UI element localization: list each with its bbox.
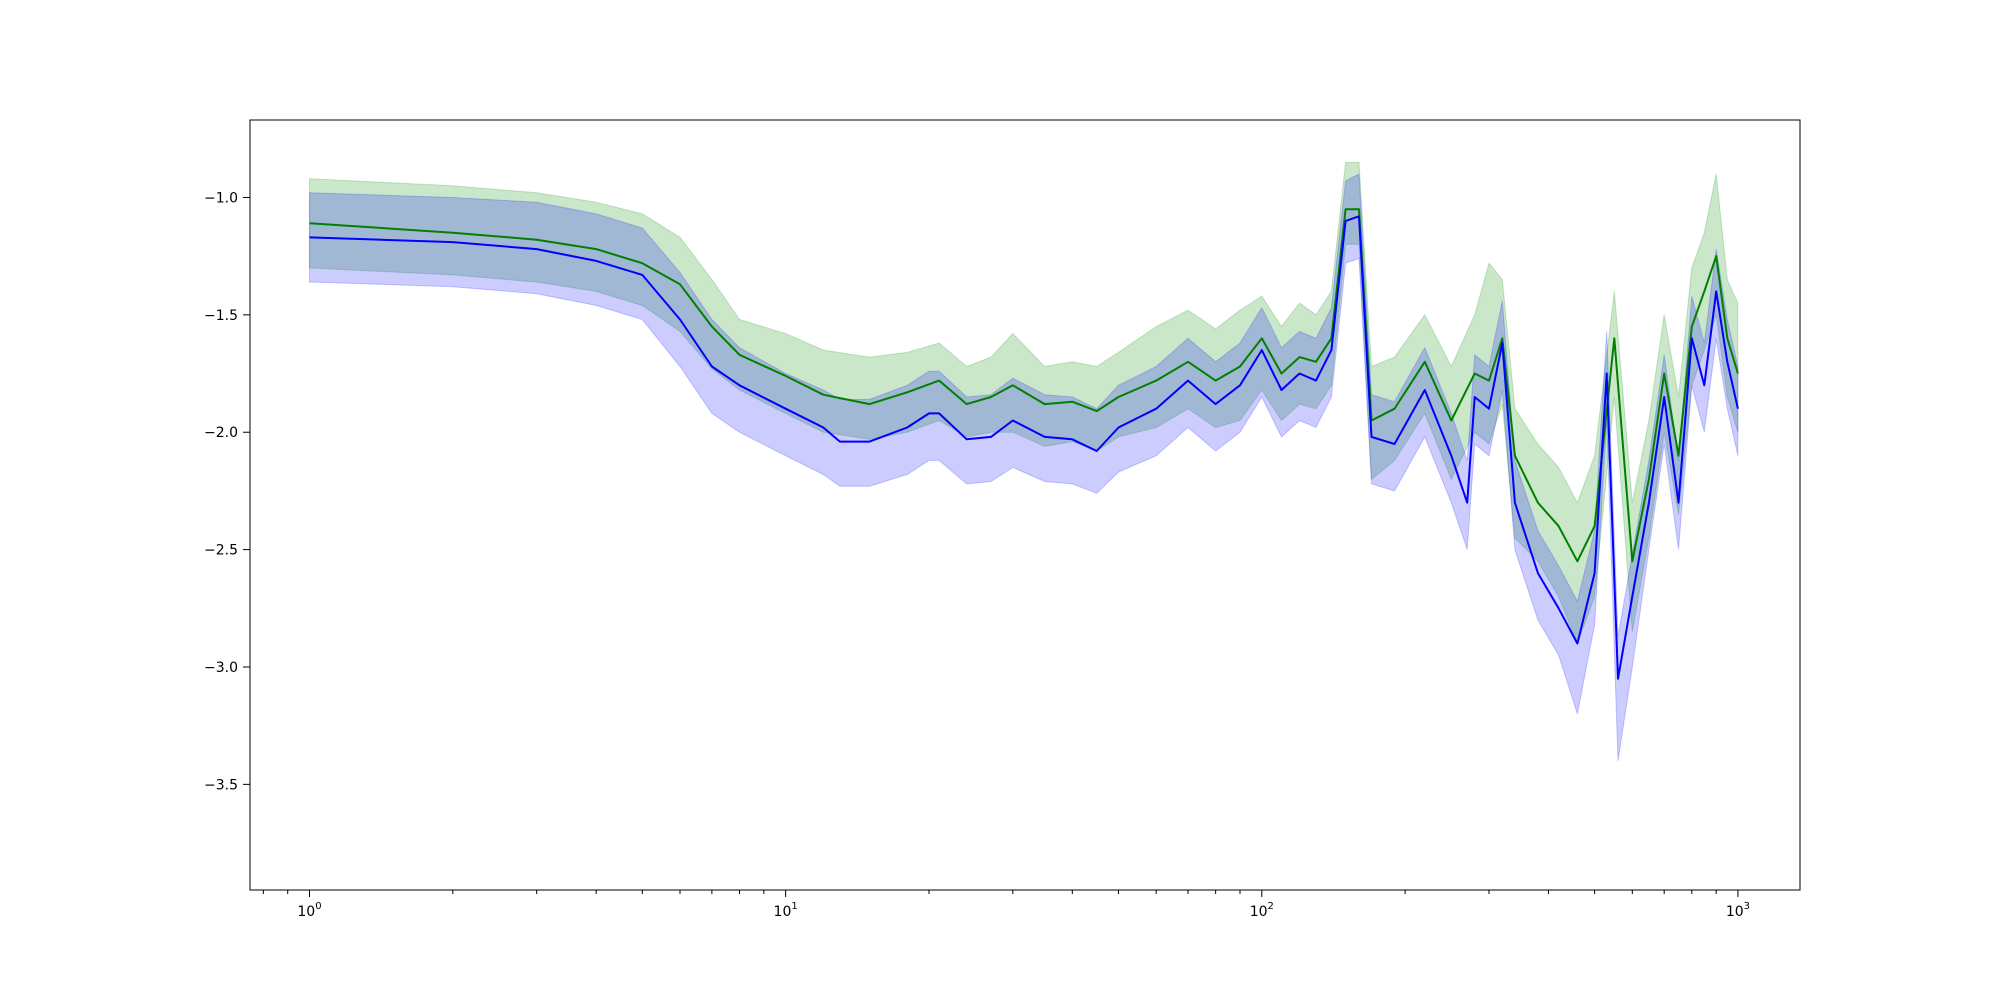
x-tick-label: 103	[1726, 901, 1750, 920]
x-axis: 100 101 102 103	[262, 890, 1750, 920]
series-0-band	[309, 161, 1739, 645]
x-tick-base: 10	[774, 904, 792, 920]
x-tick-base: 10	[1250, 904, 1268, 920]
x-tick-label: 100	[297, 901, 321, 920]
series-1-line	[309, 215, 1739, 680]
y-tick-label: −1.5	[204, 308, 238, 324]
x-tick-exponent: 3	[1744, 901, 1750, 912]
y-tick-label: −1.0	[204, 190, 238, 206]
x-tick-exponent: 2	[1268, 901, 1274, 912]
y-tick-label: −2.5	[204, 543, 238, 559]
series-1-band	[309, 173, 1739, 761]
x-tick-label: 102	[1250, 901, 1274, 920]
x-tick-base: 10	[1726, 904, 1744, 920]
confidence-bands	[309, 161, 1739, 761]
x-tick-label: 101	[774, 901, 798, 920]
series-lines	[309, 208, 1739, 680]
x-tick-exponent: 0	[315, 901, 321, 912]
x-tick-base: 10	[297, 904, 315, 920]
y-tick-label: −3.5	[204, 777, 238, 793]
y-tick-label: −2.0	[204, 425, 238, 441]
axes-background	[250, 120, 1800, 890]
y-tick-label: −3.0	[204, 660, 238, 676]
axes-frame	[249, 119, 1801, 891]
series-0-line	[309, 208, 1739, 563]
plot-area	[250, 120, 1800, 890]
x-tick-exponent: 1	[791, 901, 797, 912]
y-axis: −1.0 −1.5 −2.0 −2.5 −3.0 −3.5	[204, 190, 250, 793]
